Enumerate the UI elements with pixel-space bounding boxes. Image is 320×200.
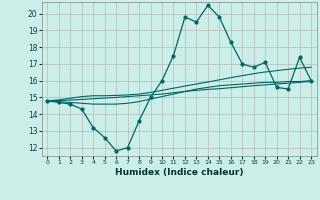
X-axis label: Humidex (Indice chaleur): Humidex (Indice chaleur) <box>115 168 244 177</box>
